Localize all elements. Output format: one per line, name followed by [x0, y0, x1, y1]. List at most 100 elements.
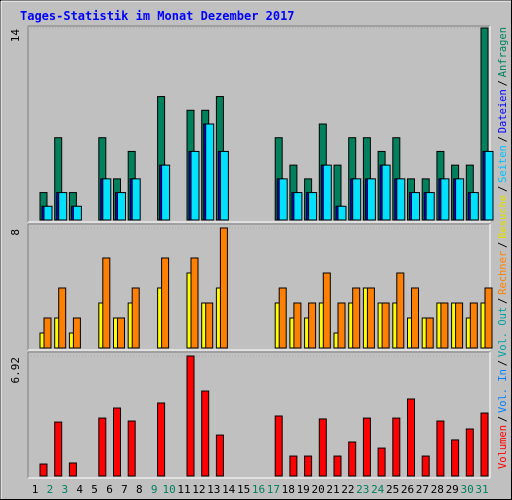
x-tick-label: 27: [416, 483, 429, 496]
legend-entry: Seiten: [496, 145, 509, 183]
bar: [337, 302, 346, 349]
bar: [381, 302, 390, 349]
legend-entry: Anfragen: [496, 27, 509, 77]
x-tick-label: 16: [252, 483, 265, 496]
bar: [455, 302, 464, 349]
bar: [102, 257, 111, 349]
legend-separator: /: [496, 242, 509, 248]
legend-separator: /: [496, 136, 509, 142]
x-tick-label: 22: [341, 483, 354, 496]
legend-separator: /: [496, 416, 509, 422]
bar: [436, 420, 445, 477]
bar: [362, 417, 371, 477]
bar: [219, 227, 228, 349]
panel: [28, 352, 490, 478]
x-tick-label: 10: [162, 483, 175, 496]
bar: [43, 205, 53, 221]
bar: [278, 287, 287, 349]
panel: [28, 224, 490, 350]
bar: [469, 192, 479, 221]
bar: [205, 302, 214, 349]
y-tick-label: 14: [9, 29, 22, 43]
bar: [411, 192, 420, 221]
bar: [113, 407, 121, 477]
bar: [274, 415, 283, 477]
x-tick-label: 8: [136, 483, 143, 496]
bar: [366, 287, 375, 349]
bar: [484, 287, 493, 349]
bar: [421, 455, 430, 477]
bar: [54, 421, 63, 477]
legend-entry: Besuche: [496, 195, 509, 239]
legend-entry: Rechner: [496, 250, 509, 294]
bar: [117, 192, 126, 221]
x-tick-label: 25: [386, 483, 399, 496]
bar: [127, 420, 136, 477]
chart-title: Tages-Statistik im Monat Dezember 2017: [20, 9, 295, 23]
legend-separator: /: [496, 360, 509, 366]
bar: [219, 150, 229, 221]
x-tick-label: 3: [61, 483, 68, 496]
bar: [455, 178, 465, 221]
x-tick-label: 5: [91, 483, 98, 496]
bar: [308, 302, 317, 349]
legend-entry: Volumen: [496, 425, 509, 469]
x-tick-label: 14: [222, 483, 236, 496]
x-tick-label: 21: [326, 483, 339, 496]
legend-entry: Vol. Out: [496, 307, 509, 357]
bar: [318, 418, 327, 477]
x-tick-label: 31: [475, 483, 488, 496]
bar: [131, 287, 140, 349]
bar: [465, 428, 474, 477]
x-tick-label: 28: [431, 483, 444, 496]
bar: [39, 463, 48, 477]
bar: [304, 455, 313, 477]
panel: [28, 26, 490, 222]
x-tick-label: 26: [401, 483, 414, 496]
legend-separator: /: [496, 80, 509, 86]
x-tick-label: 23: [356, 483, 369, 496]
x-tick-label: 6: [106, 483, 113, 496]
bar: [411, 287, 419, 349]
bar: [68, 462, 77, 477]
bar: [451, 439, 460, 477]
x-tick-label: 11: [177, 483, 190, 496]
bar: [215, 434, 224, 477]
bar: [425, 317, 434, 349]
bar: [190, 257, 199, 349]
bar: [352, 287, 361, 349]
bar: [157, 402, 166, 477]
bar: [72, 205, 82, 221]
bar: [131, 178, 141, 221]
x-tick-label: 18: [282, 483, 295, 496]
bar: [102, 178, 112, 221]
x-tick-label: 20: [311, 483, 324, 496]
bar: [72, 317, 81, 349]
bar: [392, 417, 401, 477]
bar: [366, 178, 376, 221]
x-tick-label: 4: [76, 483, 83, 496]
bar: [484, 150, 494, 221]
y-tick-label: 8: [9, 229, 22, 236]
y-tick-label: 6.92: [9, 357, 22, 384]
bar: [186, 355, 195, 477]
bar: [396, 178, 406, 221]
bar: [117, 317, 125, 349]
x-tick-label: 17: [267, 483, 280, 496]
x-tick-label: 12: [192, 483, 205, 496]
bar: [293, 302, 302, 349]
bar: [352, 178, 362, 221]
bar: [322, 164, 332, 221]
bar: [348, 441, 357, 477]
legend-entry: Dateien: [496, 89, 509, 133]
legend-entry: Vol. In: [496, 369, 509, 413]
bar: [381, 164, 391, 221]
bar: [190, 150, 200, 221]
x-tick-label: 13: [207, 483, 220, 496]
bar: [337, 205, 347, 221]
bar: [480, 412, 489, 477]
x-tick-label: 9: [151, 483, 158, 496]
x-tick-label: 15: [237, 483, 250, 496]
bar: [440, 302, 449, 349]
